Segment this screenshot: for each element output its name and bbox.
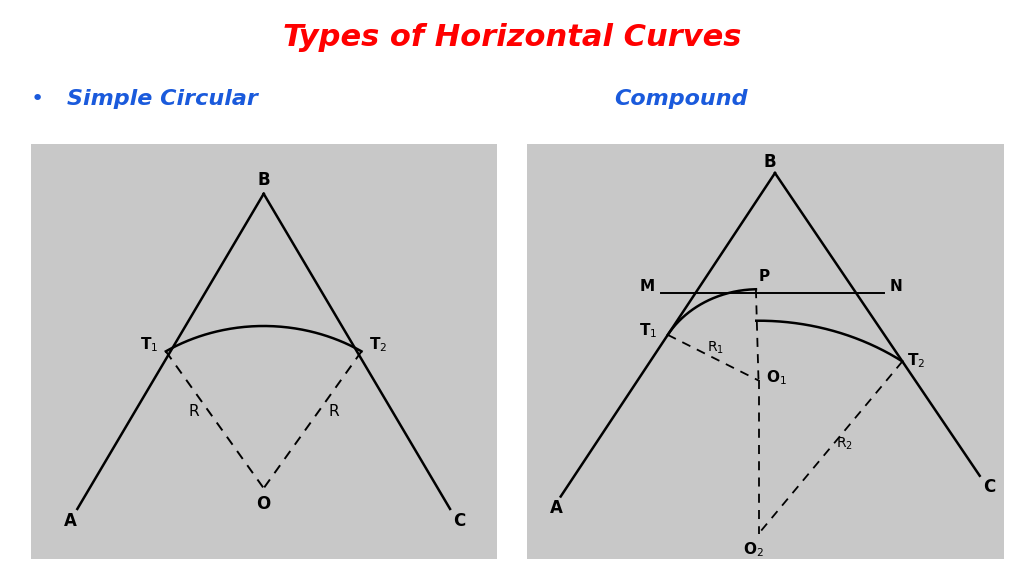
Text: T$_2$: T$_2$ [369, 335, 387, 354]
Text: T$_1$: T$_1$ [639, 321, 657, 340]
Text: O$_1$: O$_1$ [766, 369, 786, 387]
Text: R$_2$: R$_2$ [837, 435, 853, 452]
Text: B: B [764, 153, 776, 171]
Text: N: N [889, 279, 902, 294]
Text: C: C [454, 511, 466, 529]
Text: R: R [188, 404, 199, 419]
Text: M: M [639, 279, 654, 294]
Text: A: A [63, 511, 77, 529]
Text: A: A [550, 499, 562, 517]
Text: T$_2$: T$_2$ [907, 351, 926, 370]
Text: T$_1$: T$_1$ [140, 335, 159, 354]
Text: R: R [329, 404, 339, 419]
Text: R$_1$: R$_1$ [707, 339, 724, 356]
Text: O$_2$: O$_2$ [743, 540, 764, 559]
Text: Types of Horizontal Curves: Types of Horizontal Curves [283, 23, 741, 52]
Text: C: C [983, 478, 995, 497]
Text: •: • [31, 89, 44, 109]
Text: Simple Circular: Simple Circular [67, 89, 257, 109]
Text: B: B [257, 172, 270, 190]
Text: P: P [759, 269, 769, 284]
Text: O: O [257, 495, 270, 513]
Text: Compound: Compound [614, 89, 748, 109]
